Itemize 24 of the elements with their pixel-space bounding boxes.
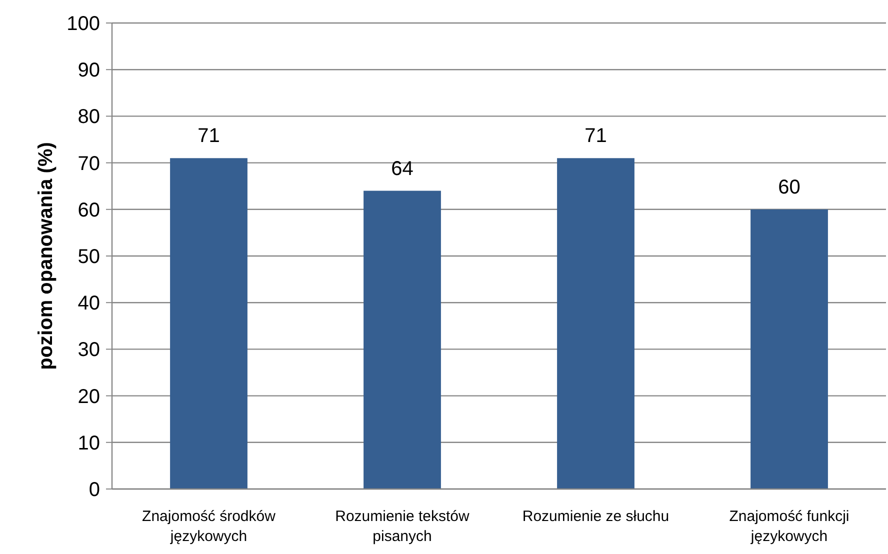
y-tick-label: 20: [78, 386, 100, 408]
y-tick-label: 80: [78, 106, 100, 128]
data-label: 71: [198, 125, 220, 148]
bar: [364, 190, 441, 489]
x-tick-label: Znajomość funkcji językowych: [729, 508, 850, 545]
y-axis-title: poziom opanowania (%): [35, 142, 57, 370]
y-tick-label: 60: [78, 199, 100, 222]
x-tick-label: Rozumienie tekstów pisanych: [335, 508, 470, 545]
y-tick-label: 10: [78, 432, 100, 454]
y-tick-label: 50: [78, 246, 100, 268]
data-label: 60: [778, 176, 800, 198]
bar: [750, 209, 828, 489]
bar: [557, 158, 634, 489]
data-label: 64: [391, 158, 414, 180]
y-tick-label: 40: [78, 292, 100, 315]
y-tick-label: 70: [78, 152, 100, 175]
y-tick-label: 30: [78, 339, 100, 362]
data-label: 71: [584, 125, 607, 148]
x-tick-label: Rozumienie ze słuchu: [522, 508, 670, 525]
y-tick-label: 90: [78, 60, 100, 82]
y-tick-label: 100: [66, 13, 100, 35]
bar: [170, 158, 248, 489]
y-tick-label: 0: [88, 479, 100, 501]
x-tick-label: Znajomość środków językowych: [142, 508, 276, 545]
